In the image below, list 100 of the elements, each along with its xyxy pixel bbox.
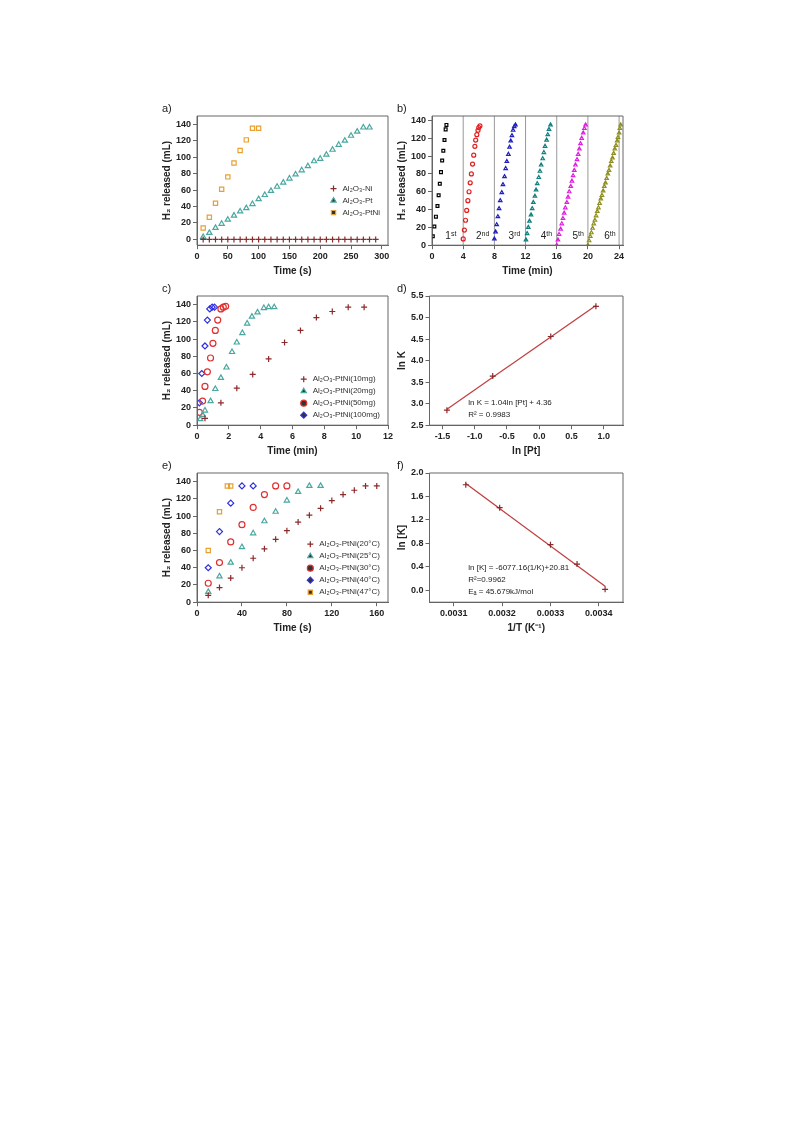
y-tick-label: 0.4 — [411, 561, 424, 572]
y-tick-label: 140 — [410, 114, 427, 125]
annotation: ln K = 1.04ln [Pt] + 4.36 — [468, 398, 553, 408]
x-axis-title: 1/T (K⁻¹) — [507, 621, 545, 633]
y-tick-label: 140 — [175, 476, 192, 487]
y-axis-title: H₂ released (mL) — [395, 140, 407, 221]
chart-title: a) — [162, 102, 172, 114]
legend-label: Al₂O₃-PtNi(50mg) — [312, 398, 376, 408]
legend-label: Al₂O₃-PtNi(40°C) — [319, 575, 381, 585]
x-tick-label: 0 — [194, 431, 200, 442]
x-axis-title: Time (min) — [502, 264, 553, 276]
y-tick-label: 0 — [186, 596, 192, 607]
legend-label: Al₂O₃-PtNi(20°C) — [319, 539, 381, 549]
y-tick-label: 5.0 — [411, 312, 424, 323]
x-tick-label: 0.0034 — [585, 608, 613, 619]
legend-label: Al₂O₃-PtNi(25°C) — [319, 551, 381, 561]
y-tick-label: 80 — [416, 168, 427, 179]
x-tick-label: 6 — [290, 431, 296, 442]
y-tick-label: 20 — [181, 402, 192, 413]
y-tick-label: 100 — [175, 151, 192, 162]
y-tick-label: 140 — [175, 118, 192, 129]
x-tick-label: 0.0032 — [488, 608, 516, 619]
legend-label: Al₂O₃-PtNi — [342, 207, 381, 217]
y-tick-label: 0.8 — [411, 537, 424, 548]
annotation: R²=0.9962 — [468, 575, 507, 585]
y-tick-label: 60 — [181, 368, 192, 378]
y-axis-title: H₂ released (mL) — [160, 497, 172, 578]
x-tick-label: 150 — [281, 251, 297, 262]
x-tick-label: 120 — [324, 608, 340, 619]
y-tick-label: 40 — [181, 201, 192, 212]
x-axis-title: ln [Pt] — [512, 444, 541, 456]
x-tick-label: -1.0 — [466, 431, 483, 442]
y-tick-label: 1.2 — [411, 514, 424, 525]
x-tick-label: 16 — [551, 251, 562, 262]
y-axis-title: ln [K] — [395, 524, 407, 551]
x-tick-label: 0 — [194, 608, 200, 619]
y-tick-label: 3.0 — [411, 398, 424, 409]
legend-label: Al₂O₃-PtNi(100mg) — [312, 410, 381, 420]
x-axis-title: Time (s) — [273, 621, 312, 633]
x-tick-label: 4 — [258, 431, 264, 442]
x-tick-label: 8 — [491, 251, 497, 262]
y-axis-title: H₂ released (mL) — [160, 140, 172, 221]
y-tick-label: 2.0 — [411, 467, 424, 478]
y-tick-label: 100 — [175, 333, 192, 344]
y-tick-label: 5.5 — [411, 290, 424, 301]
x-tick-label: 0 — [194, 251, 200, 262]
y-tick-label: 3.5 — [411, 376, 424, 387]
x-tick-label: 50 — [222, 251, 233, 262]
y-tick-label: 1.6 — [411, 490, 424, 501]
y-tick-label: 0.0 — [411, 584, 424, 595]
chart-title: d) — [397, 282, 407, 294]
chart-title: b) — [397, 102, 407, 114]
chart-title: f) — [397, 459, 404, 471]
x-tick-label: 2 — [226, 431, 232, 442]
y-axis-title: ln K — [395, 350, 407, 371]
x-tick-label: 12 — [520, 251, 531, 262]
x-axis-title: Time (s) — [273, 264, 312, 276]
y-tick-label: 120 — [410, 132, 427, 143]
y-tick-label: 4.5 — [411, 333, 424, 344]
y-tick-label: 40 — [416, 204, 427, 215]
y-tick-label: 0 — [186, 419, 192, 430]
x-tick-label: -0.5 — [499, 431, 515, 442]
x-tick-label: -1.5 — [434, 431, 451, 442]
legend-label: Al₂O₃-PtNi(20mg) — [312, 386, 376, 396]
chart-title: c) — [162, 282, 172, 294]
y-tick-label: 20 — [416, 221, 427, 232]
x-tick-label: 0.0 — [532, 431, 546, 442]
x-tick-label: 0.0033 — [536, 608, 565, 619]
y-tick-label: 80 — [181, 350, 192, 361]
chart-title: e) — [162, 459, 172, 471]
y-tick-label: 4.0 — [411, 355, 424, 366]
y-tick-label: 120 — [175, 316, 192, 327]
x-tick-label: 12 — [382, 431, 394, 442]
legend-label: Al₂O₃-Pt — [342, 195, 374, 205]
y-tick-label: 120 — [175, 135, 192, 146]
x-tick-label: 20 — [582, 251, 593, 262]
y-tick-label: 20 — [181, 217, 192, 228]
x-tick-label: 200 — [312, 251, 328, 262]
y-tick-label: 60 — [416, 186, 427, 197]
x-tick-label: 1.0 — [597, 431, 610, 442]
x-tick-label: 24 — [614, 251, 625, 262]
y-axis-title: H₂ released (mL) — [160, 320, 172, 401]
x-tick-label: 80 — [281, 608, 292, 619]
y-tick-label: 100 — [410, 150, 427, 161]
x-tick-label: 40 — [236, 608, 247, 619]
y-tick-label: 80 — [181, 168, 192, 179]
x-tick-label: 250 — [343, 251, 359, 262]
y-tick-label: 140 — [175, 299, 192, 310]
x-tick-label: 0 — [429, 251, 435, 262]
x-tick-label: 4 — [460, 251, 466, 262]
y-tick-label: 120 — [175, 493, 192, 504]
x-tick-label: 100 — [251, 251, 267, 262]
legend-label: Al₂O₃-PtNi(30°C) — [319, 563, 381, 573]
legend-label: Al₂O₃-PtNi(47°C) — [319, 587, 381, 597]
y-tick-label: 60 — [181, 184, 192, 195]
annotation: Eₐ = 45.679kJ/mol — [468, 587, 534, 597]
x-tick-label: 300 — [374, 251, 390, 262]
y-tick-label: 0 — [421, 239, 427, 250]
legend-label: Al₂O₃-PtNi(10mg) — [312, 374, 376, 384]
y-tick-label: 2.5 — [411, 419, 424, 430]
